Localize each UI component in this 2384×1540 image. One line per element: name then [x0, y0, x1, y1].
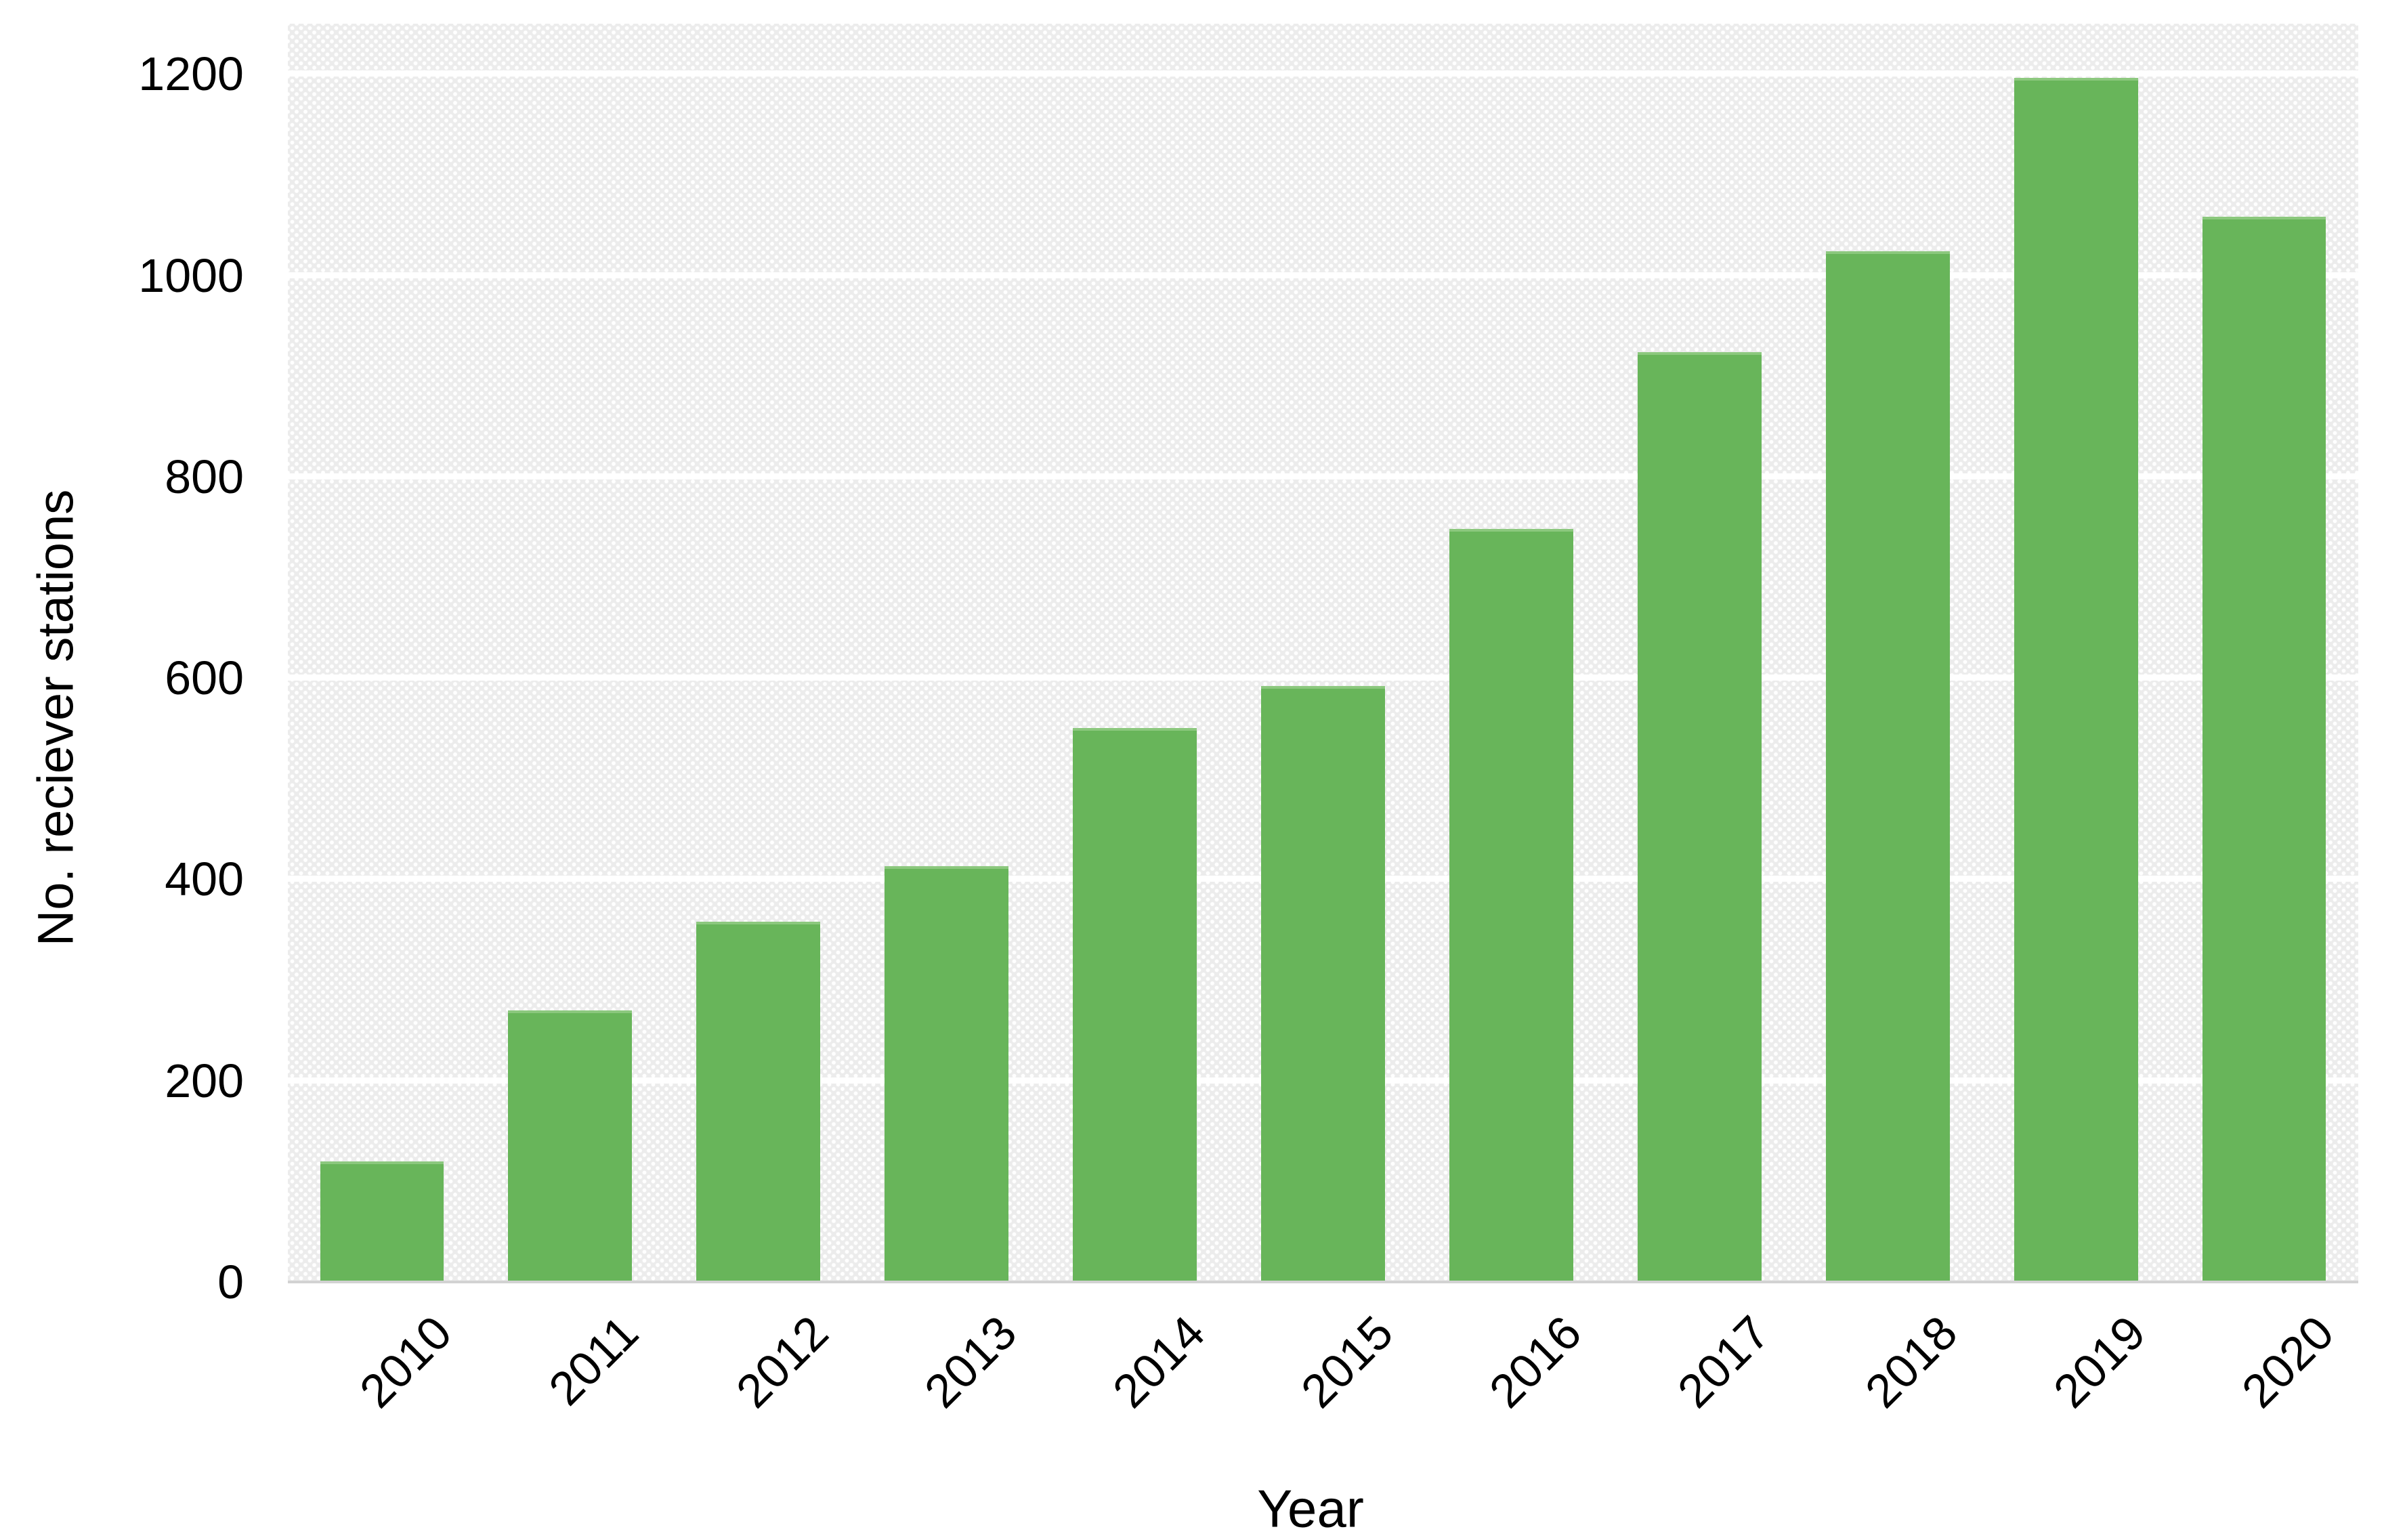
x-axis-title: Year	[1257, 1478, 1364, 1539]
x-tick-label-2012: 2012	[726, 1306, 838, 1418]
x-slot-2016: 2016	[1417, 1282, 1605, 1492]
x-slot-2017: 2017	[1605, 1282, 1793, 1492]
x-slot-2011: 2011	[476, 1282, 664, 1492]
bar-slot-2015	[1229, 24, 1418, 1282]
y-tick-label-1200: 1200	[138, 47, 244, 101]
y-tick-label-400: 400	[165, 853, 244, 906]
x-tick-label-2018: 2018	[1855, 1306, 1967, 1418]
x-slot-2014: 2014	[1041, 1282, 1229, 1492]
bar-slot-2010	[288, 24, 476, 1282]
bar-2011	[508, 1010, 633, 1282]
x-tick-label-2013: 2013	[914, 1306, 1027, 1418]
bar-slot-2013	[853, 24, 1041, 1282]
bar-slot-2018	[1793, 24, 1982, 1282]
x-tick-label-2015: 2015	[1290, 1306, 1403, 1418]
x-tick-label-2010: 2010	[349, 1306, 462, 1418]
bar-series	[288, 24, 2358, 1282]
x-tick-label-2017: 2017	[1667, 1306, 1780, 1418]
bar-2016	[1449, 529, 1573, 1282]
bar-slot-2011	[476, 24, 664, 1282]
x-slot-2013: 2013	[853, 1282, 1041, 1492]
y-tick-label-200: 200	[165, 1054, 244, 1107]
gridline-800	[288, 473, 2358, 479]
x-tick-label-2016: 2016	[1478, 1306, 1592, 1418]
x-tick-label-2014: 2014	[1103, 1306, 1215, 1418]
x-tick-label-2011: 2011	[538, 1306, 649, 1415]
x-slot-2018: 2018	[1793, 1282, 1982, 1492]
y-tick-label-800: 800	[165, 450, 244, 503]
gridline-600	[288, 675, 2358, 681]
bar-2018	[1825, 251, 1950, 1282]
x-slot-2010: 2010	[288, 1282, 476, 1492]
y-tick-label-0: 0	[217, 1256, 244, 1308]
x-tick-label-2020: 2020	[2232, 1306, 2344, 1418]
plot-area	[288, 24, 2358, 1283]
bar-2020	[2202, 217, 2326, 1282]
y-axis-title: No. reciever stations	[27, 489, 84, 947]
gridline-1000	[288, 272, 2358, 278]
x-tick-label-2019: 2019	[2043, 1306, 2156, 1418]
x-axis-line	[288, 1281, 2358, 1283]
bar-slot-2016	[1417, 24, 1605, 1282]
bar-2012	[696, 921, 821, 1282]
bar-2013	[885, 866, 1009, 1282]
y-tick-label-1000: 1000	[138, 249, 244, 302]
x-slot-2019: 2019	[1982, 1282, 2170, 1492]
x-axis-ticks: 2010 2011 2012 2013 2014 2015 2016 2017 2018 2019…	[288, 1282, 2358, 1492]
bar-2010	[320, 1161, 444, 1282]
bar-slot-2017	[1605, 24, 1793, 1282]
x-slot-2012: 2012	[664, 1282, 853, 1492]
bar-slot-2014	[1041, 24, 1229, 1282]
gridline-1200	[288, 70, 2358, 77]
bar-2015	[1261, 686, 1385, 1282]
bar-2014	[1073, 728, 1197, 1282]
x-slot-2020: 2020	[2170, 1282, 2358, 1492]
bar-slot-2019	[1982, 24, 2170, 1282]
x-slot-2015: 2015	[1229, 1282, 1418, 1492]
y-axis-ticks: 0 200 400 600 800 1000 1200	[0, 24, 244, 1306]
y-tick-label-600: 600	[165, 651, 244, 705]
bar-slot-2012	[664, 24, 853, 1282]
bar-2017	[1637, 351, 1762, 1282]
bar-slot-2020	[2170, 24, 2358, 1282]
bar-2019	[2014, 78, 2138, 1282]
